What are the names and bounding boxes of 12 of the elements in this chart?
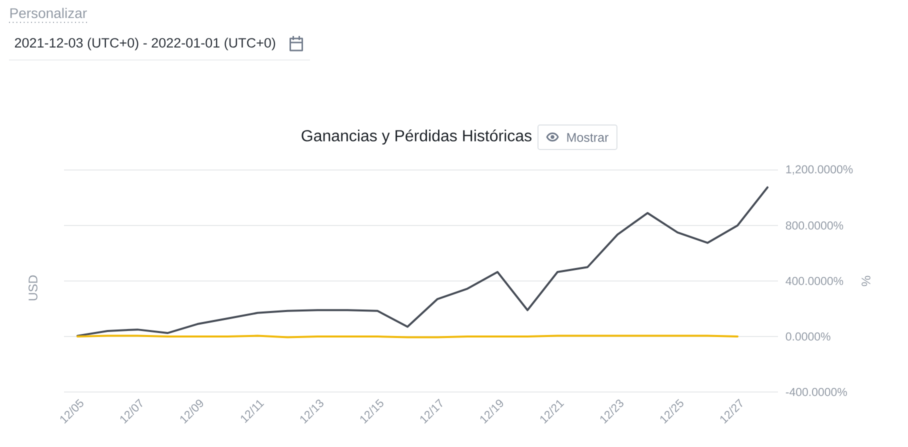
y2-tick-label: 1,200.0000%	[786, 165, 853, 175]
y2-tick-label: -400.0000%	[786, 388, 847, 396]
y2-axis-title: %	[862, 276, 870, 286]
y2-tick-label: 800.0000%	[786, 221, 844, 230]
y-axis-title: USD	[28, 275, 38, 300]
chart-title: Ganancias y Pérdidas Históricas	[302, 129, 532, 145]
y2-tick-label: 0.0000%	[786, 332, 830, 341]
text: Personalizar	[10, 8, 87, 18]
y2-tick-label: 400.0000%	[786, 276, 844, 286]
line-series	[76, 186, 769, 337]
chart-subtitle: 2021-12-03 (UTC+0) - 2022-01-01 (UTC+0)	[14, 38, 276, 50]
text: Mostrar	[567, 133, 608, 142]
